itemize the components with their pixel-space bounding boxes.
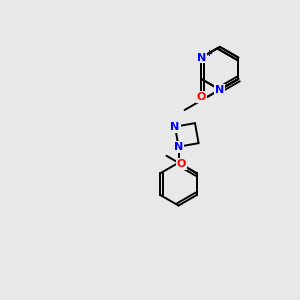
Text: N: N [215, 85, 224, 95]
Text: N: N [197, 52, 206, 63]
Text: +: + [205, 50, 212, 58]
Text: O: O [177, 159, 186, 169]
Text: N: N [174, 142, 183, 152]
Text: O: O [196, 92, 206, 102]
Text: N: N [170, 122, 180, 132]
Text: N: N [215, 85, 224, 95]
